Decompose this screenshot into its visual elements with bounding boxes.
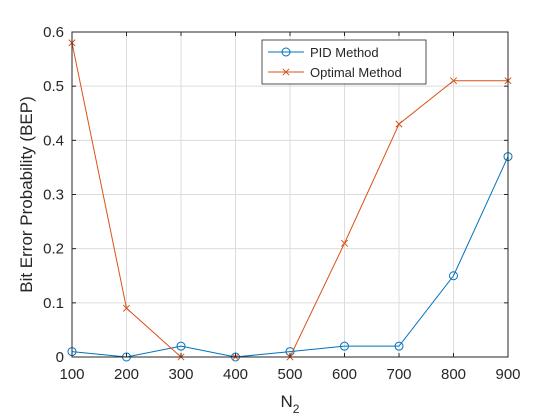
x-tick-label-8: 900 [495, 366, 520, 383]
y-tick-label-1: 0.1 [43, 295, 64, 312]
data-point-0-7 [449, 271, 458, 281]
x-tick-label-1: 200 [114, 366, 139, 383]
data-point-0-2 [176, 341, 186, 351]
y-tick-label-5: 0.5 [43, 78, 64, 95]
x-tick-label-7: 800 [441, 366, 466, 383]
data-point-1-1 [122, 304, 131, 312]
x-tick-label-2: 300 [168, 366, 193, 383]
y-tick-label-6: 0.6 [43, 24, 64, 41]
legend-item-pid: PID Method [268, 45, 379, 60]
legend-marker-pid [281, 47, 291, 57]
legend-label-pid: PID Method [310, 45, 379, 60]
y-tick-label-3: 0.3 [43, 187, 64, 204]
legend: PID Method Optimal Method [261, 39, 427, 85]
x-tick-label-0: 100 [59, 366, 84, 383]
axis-ticks: 100 200 300 400 500 600 700 800 900 0 0.1 0.2 0.3 0.4… [43, 24, 520, 383]
x-tick-label-5: 600 [332, 366, 357, 383]
x-tick-label-3: 400 [223, 366, 248, 383]
data-point-0-6 [394, 341, 404, 351]
data-point-1-6 [395, 120, 403, 128]
y-axis-label: Bit Error Probability (BEP) [17, 96, 36, 293]
x-tick-label-4: 500 [277, 366, 302, 383]
x-axis-label: N2 [281, 392, 300, 416]
y-tick-label-2: 0.2 [43, 241, 64, 258]
data-point-0-5 [340, 341, 349, 351]
x-axis-label-base: N [281, 392, 293, 411]
x-tick-label-6: 700 [386, 366, 411, 383]
data-point-1-7 [449, 77, 458, 85]
legend-marker-optimal [282, 68, 290, 76]
legend-box [261, 39, 427, 85]
series-line-0 [71, 156, 509, 358]
y-tick-label-0: 0 [56, 349, 64, 366]
x-axis-label-subscript: 2 [293, 402, 300, 416]
y-tick-label-4: 0.4 [43, 132, 64, 149]
data-point-1-5 [340, 239, 349, 247]
legend-item-optimal: Optimal Method [268, 65, 402, 80]
legend-label-optimal: Optimal Method [310, 65, 402, 80]
